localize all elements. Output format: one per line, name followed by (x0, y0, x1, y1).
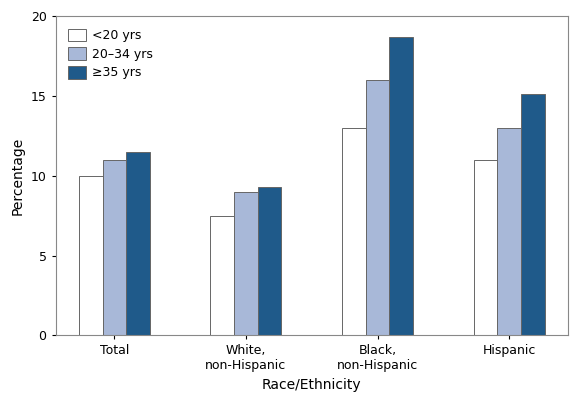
Bar (342, 128, 366, 335)
Bar (234, 192, 258, 335)
Bar (474, 160, 497, 335)
X-axis label: Race/Ethnicity: Race/Ethnicity (262, 378, 361, 392)
Bar (79, 176, 102, 335)
Bar (258, 187, 281, 335)
Legend: <20 yrs, 20–34 yrs, ≥35 yrs: <20 yrs, 20–34 yrs, ≥35 yrs (62, 22, 159, 86)
Bar (521, 94, 545, 335)
Bar (102, 160, 126, 335)
Y-axis label: Percentage: Percentage (11, 137, 25, 215)
Bar (126, 152, 150, 335)
Bar (497, 128, 521, 335)
Bar (210, 216, 234, 335)
Bar (366, 80, 389, 335)
Bar (389, 37, 413, 335)
